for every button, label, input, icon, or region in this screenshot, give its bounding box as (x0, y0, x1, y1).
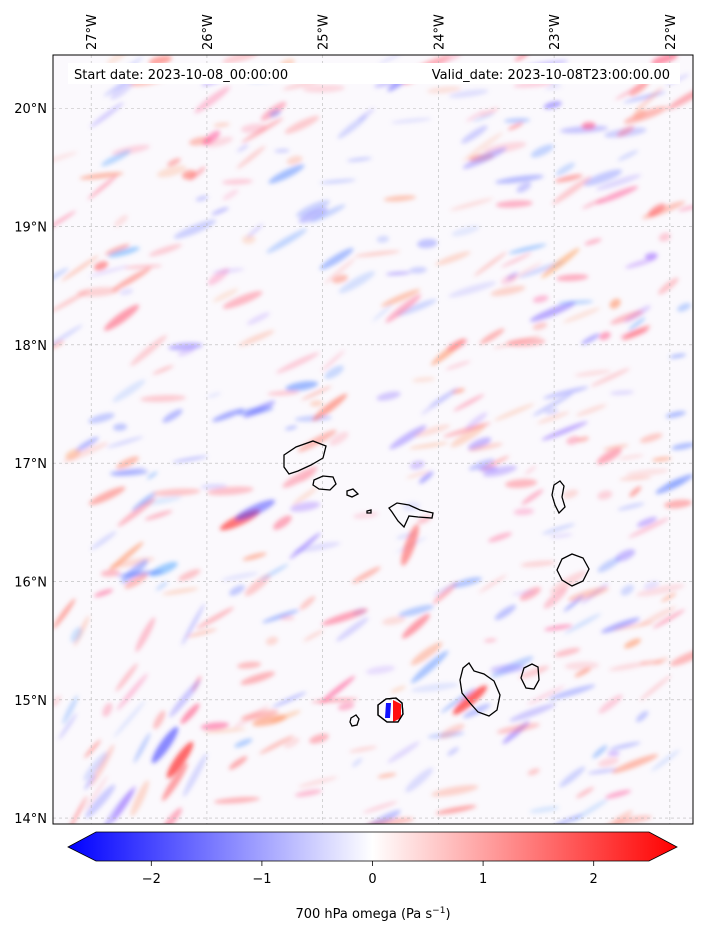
island-branco (366, 509, 372, 514)
island-santa-luzia (346, 488, 360, 498)
colorbar-tick-label: 0 (368, 872, 376, 887)
lat-tick-label: 14°N (14, 812, 47, 827)
lon-tick-label: 24°W (432, 14, 447, 50)
lat-tick-label: 20°N (14, 102, 47, 117)
colorbar: −2 −1 0 1 2 700 hPa omega (Pa s−1) (67, 831, 678, 922)
island-boa-vista (556, 553, 590, 587)
valid-date-label: Valid_date: 2023-10-08T23:00:00.00 (432, 68, 670, 83)
island-sao-vicente (312, 475, 337, 491)
header-box (68, 63, 680, 84)
lat-tick-label: 18°N (14, 339, 47, 354)
lon-tick-label: 27°W (85, 14, 100, 50)
lat-tick-label: 17°N (14, 457, 47, 472)
colorbar-tick-label: 1 (479, 872, 487, 887)
fogo-volcano-signal (377, 697, 404, 723)
lon-tick-label: 23°W (548, 14, 563, 50)
start-date-label: Start date: 2023-10-08_00:00:00 (74, 68, 288, 83)
lat-tick-label: 16°N (14, 575, 47, 590)
lat-tick-label: 19°N (14, 221, 47, 236)
colorbar-tick-label: −2 (142, 872, 161, 887)
lat-tick-label: 15°N (14, 694, 47, 709)
island-brava (349, 714, 360, 727)
island-santiago (459, 662, 501, 717)
colorbar-bar (67, 831, 678, 862)
lon-tick-label: 22°W (664, 14, 679, 50)
colorbar-tick-label: −1 (252, 872, 271, 887)
island-maio (520, 663, 540, 690)
colorbar-tick-label: 2 (590, 872, 598, 887)
lon-tick-label: 25°W (317, 14, 332, 50)
lon-tick-label: 26°W (201, 14, 216, 50)
island-santo-antao (283, 440, 327, 475)
island-sal (551, 480, 566, 515)
gridlines (53, 55, 693, 824)
colorbar-label: 700 hPa omega (Pa s−1) (295, 906, 450, 922)
lon-tick-labels: 27°W 26°W 25°W 24°W 23°W 22°W (85, 14, 679, 50)
map-frame (52, 54, 694, 825)
omega-field (53, 55, 693, 824)
lat-tick-labels: 20°N 19°N 18°N 17°N 16°N 15°N 14°N (14, 102, 47, 827)
island-sao-nicolau (388, 502, 434, 529)
colorbar-ticks: −2 −1 0 1 2 (142, 861, 598, 887)
